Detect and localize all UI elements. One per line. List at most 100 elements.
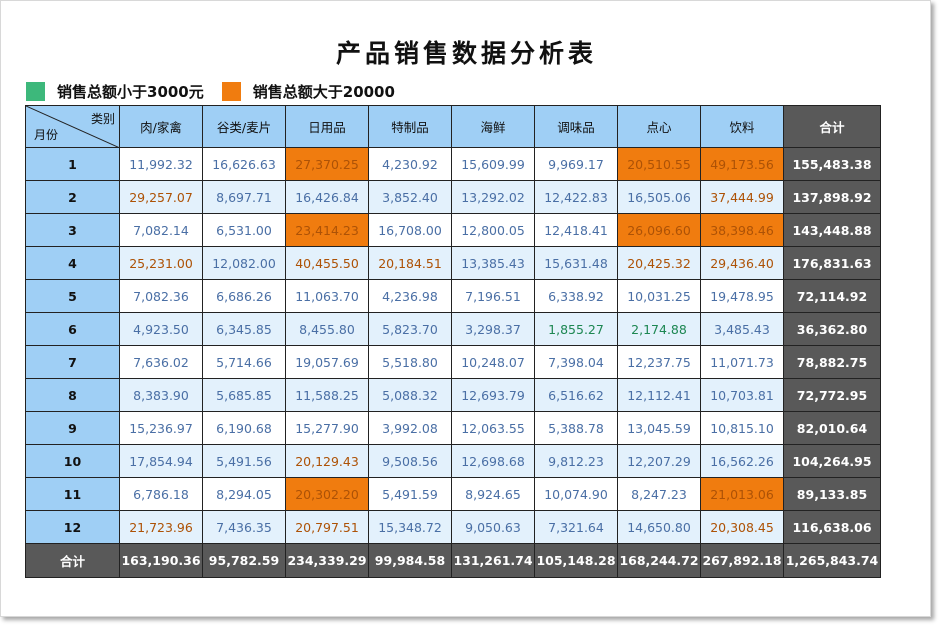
month-cell: 10 <box>25 444 120 478</box>
sales-cell: 23,414.23 <box>285 213 369 247</box>
sales-cell: 21,013.06 <box>700 477 784 511</box>
sales-cell: 1,855.27 <box>534 312 618 346</box>
month-cell: 12 <box>25 510 120 544</box>
sales-cell: 8,294.05 <box>202 477 286 511</box>
legend-low-swatch <box>26 81 45 101</box>
corner-category-label: 类别 <box>90 112 115 126</box>
sales-cell: 7,636.02 <box>119 345 203 379</box>
sales-cell: 37,444.99 <box>700 180 784 214</box>
sales-cell: 13,385.43 <box>451 246 535 280</box>
sales-cell: 20,129.43 <box>285 444 369 478</box>
row-total-cell: 176,831.63 <box>783 246 881 280</box>
month-cell: 7 <box>25 345 120 379</box>
sales-cell: 12,698.68 <box>451 444 535 478</box>
sales-cell: 6,531.00 <box>202 213 286 247</box>
sales-cell: 7,398.04 <box>534 345 618 379</box>
sales-cell: 19,057.69 <box>285 345 369 379</box>
table-row: 11 6,786.18 8,294.05 20,302.20 5,491.59 8,924… <box>25 477 881 511</box>
column-total-cell: 105,148.28 <box>534 543 618 578</box>
sales-cell: 7,082.14 <box>119 213 203 247</box>
table-row: 4 25,231.00 12,082.00 40,455.50 20,184.51 13,… <box>25 246 881 280</box>
sales-cell: 8,383.90 <box>119 378 203 412</box>
column-total-cell: 99,984.58 <box>368 543 452 578</box>
table-row: 1 11,992.32 16,626.63 27,370.25 4,230.92 15,6… <box>25 147 881 181</box>
sales-cell: 21,723.96 <box>119 510 203 544</box>
sales-cell: 8,924.65 <box>451 477 535 511</box>
row-total-cell: 143,448.88 <box>783 213 881 247</box>
sales-cell: 2,174.88 <box>617 312 701 346</box>
sales-cell: 5,685.85 <box>202 378 286 412</box>
footer-total-row: 合计 163,190.36 95,782.59 234,339.29 99,984.58… <box>25 543 881 578</box>
sales-cell: 6,190.68 <box>202 411 286 445</box>
month-cell: 9 <box>25 411 120 445</box>
sales-cell: 10,815.10 <box>700 411 784 445</box>
sales-cell: 20,308.45 <box>700 510 784 544</box>
table-row: 12 21,723.96 7,436.35 20,797.51 15,348.72 9,0… <box>25 510 881 544</box>
sales-cell: 10,031.25 <box>617 279 701 313</box>
sales-cell: 7,196.51 <box>451 279 535 313</box>
sales-cell: 20,510.55 <box>617 147 701 181</box>
sales-cell: 20,425.32 <box>617 246 701 280</box>
column-total-cell: 234,339.29 <box>285 543 369 578</box>
corner-month-label: 月份 <box>34 128 59 142</box>
sales-cell: 11,588.25 <box>285 378 369 412</box>
sales-cell: 14,650.80 <box>617 510 701 544</box>
sales-cell: 9,812.23 <box>534 444 618 478</box>
sales-cell: 5,388.78 <box>534 411 618 445</box>
sales-cell: 29,436.40 <box>700 246 784 280</box>
row-total-cell: 137,898.92 <box>783 180 881 214</box>
sales-cell: 4,923.50 <box>119 312 203 346</box>
sales-cell: 26,096.60 <box>617 213 701 247</box>
sales-cell: 49,173.56 <box>700 147 784 181</box>
sales-cell: 7,082.36 <box>119 279 203 313</box>
table-row: 3 7,082.14 6,531.00 23,414.23 16,708.00 12,80… <box>25 213 881 247</box>
sales-cell: 5,491.56 <box>202 444 286 478</box>
column-header: 调味品 <box>534 105 618 148</box>
table-row: 6 4,923.50 6,345.85 8,455.80 5,823.70 3,298.3… <box>25 312 881 346</box>
table-row: 7 7,636.02 5,714.66 19,057.69 5,518.80 10,248… <box>25 345 881 379</box>
sales-cell: 6,686.26 <box>202 279 286 313</box>
sales-table: 类别 月份 肉/家禽 谷类/麦片 日用品 特制品 海鲜 调味品 点心 饮料 合计 1 11,992… <box>25 105 881 578</box>
corner-header: 类别 月份 <box>25 105 120 148</box>
legend-high-label: 销售总额大于20000 <box>252 82 395 101</box>
legend: 销售总额小于3000元 销售总额大于20000 <box>26 81 395 101</box>
column-total-cell: 168,244.72 <box>617 543 701 578</box>
sales-cell: 15,631.48 <box>534 246 618 280</box>
sales-cell: 6,786.18 <box>119 477 203 511</box>
column-header: 点心 <box>617 105 701 148</box>
sales-cell: 5,491.59 <box>368 477 452 511</box>
sales-cell: 19,478.95 <box>700 279 784 313</box>
sales-cell: 12,693.79 <box>451 378 535 412</box>
sales-cell: 12,800.05 <box>451 213 535 247</box>
footer-label: 合计 <box>25 543 120 578</box>
sales-cell: 40,455.50 <box>285 246 369 280</box>
sales-cell: 38,398.46 <box>700 213 784 247</box>
sales-cell: 3,852.40 <box>368 180 452 214</box>
column-total-cell: 163,190.36 <box>119 543 203 578</box>
sales-cell: 20,302.20 <box>285 477 369 511</box>
month-cell: 5 <box>25 279 120 313</box>
sales-cell: 15,609.99 <box>451 147 535 181</box>
sales-cell: 12,207.29 <box>617 444 701 478</box>
column-total-cell: 267,892.18 <box>700 543 784 578</box>
sales-cell: 4,230.92 <box>368 147 452 181</box>
sales-cell: 6,338.92 <box>534 279 618 313</box>
row-total-cell: 116,638.06 <box>783 510 881 544</box>
column-total-cell: 131,261.74 <box>451 543 535 578</box>
sales-cell: 12,418.41 <box>534 213 618 247</box>
month-cell: 11 <box>25 477 120 511</box>
sales-cell: 4,236.98 <box>368 279 452 313</box>
column-header: 肉/家禽 <box>119 105 203 148</box>
sales-cell: 3,298.37 <box>451 312 535 346</box>
row-total-cell: 155,483.38 <box>783 147 881 181</box>
sales-cell: 3,485.43 <box>700 312 784 346</box>
sales-cell: 16,426.84 <box>285 180 369 214</box>
row-total-cell: 36,362.80 <box>783 312 881 346</box>
sales-cell: 16,708.00 <box>368 213 452 247</box>
sales-cell: 29,257.07 <box>119 180 203 214</box>
sales-cell: 11,992.32 <box>119 147 203 181</box>
sales-cell: 15,348.72 <box>368 510 452 544</box>
report-sheet: 产品销售数据分析表 销售总额小于3000元 销售总额大于20000 类别 月份 … <box>0 0 931 617</box>
grand-total-cell: 1,265,843.74 <box>783 543 881 578</box>
sales-cell: 27,370.25 <box>285 147 369 181</box>
